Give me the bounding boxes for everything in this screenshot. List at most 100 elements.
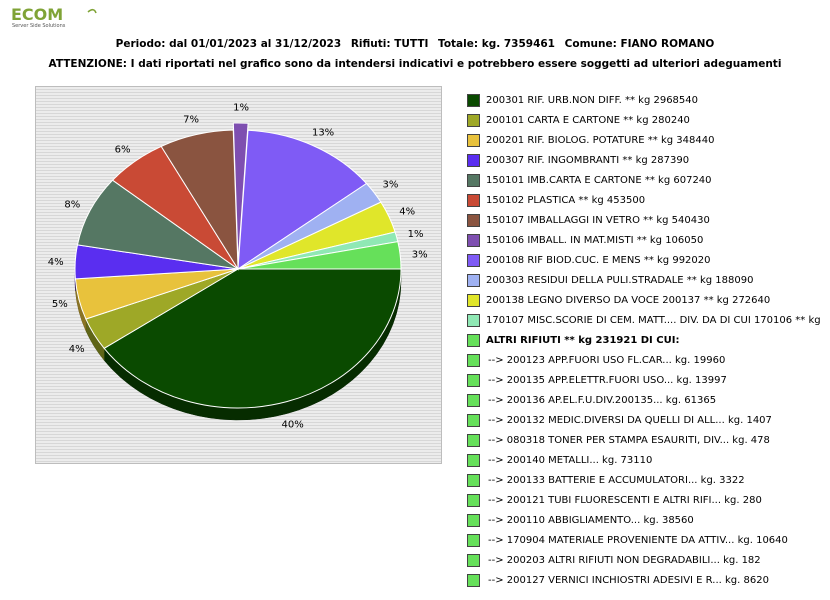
pie-label-2: 5% (52, 299, 68, 310)
legend-sub-item-5: --> 200140 METALLI... kg. 73110 (467, 450, 830, 470)
header-totale: Totale: kg. 7359461 (438, 38, 555, 50)
pie-label-11: 1% (408, 229, 424, 240)
legend-swatch (467, 193, 480, 207)
logo-name: ECOM (11, 6, 63, 24)
legend-item-9: 200303 RESIDUI DELLA PULI.STRADALE ** kg… (467, 270, 830, 290)
legend-sub-item-6: --> 200133 BATTERIE E ACCUMULATORI... kg… (467, 470, 830, 490)
legend-label: --> 200132 MEDIC.DIVERSI DA QUELLI DI AL… (488, 414, 772, 426)
legend-swatch (467, 553, 480, 567)
legend-label: 150101 IMB.CARTA E CARTONE ** kg 607240 (486, 174, 712, 186)
legend-swatch (467, 333, 480, 347)
legend-swatch (467, 313, 480, 327)
legend-label: --> 200121 TUBI FLUORESCENTI E ALTRI RIF… (488, 494, 762, 506)
legend-swatch (467, 393, 480, 407)
header-periodo: Periodo: dal 01/01/2023 al 31/12/2023 (115, 38, 342, 50)
legend-sub-item-7: --> 200121 TUBI FLUORESCENTI E ALTRI RIF… (467, 490, 830, 510)
header-attenzione: ATTENZIONE: I dati riportati nel grafico… (48, 58, 782, 70)
legend-label: 150106 IMBALL. IN MAT.MISTI ** kg 106050 (486, 234, 704, 246)
legend-swatch (467, 533, 480, 547)
legend-sub-item-3: --> 200132 MEDIC.DIVERSI DA QUELLI DI AL… (467, 410, 830, 430)
pie-label-9: 3% (383, 179, 399, 190)
legend-label: --> 200110 ABBIGLIAMENTO... kg. 38560 (488, 514, 694, 526)
legend-swatch (467, 513, 480, 527)
pie-slice-0 (103, 268, 402, 409)
ecom-logo: ECOM Server Side Solutions (11, 6, 97, 29)
legend-label: 200101 CARTA E CARTONE ** kg 280240 (486, 114, 690, 126)
legend-item-4: 150101 IMB.CARTA E CARTONE ** kg 607240 (467, 170, 830, 190)
legend-item-0: 200301 RIF. URB.NON DIFF. ** kg 2968540 (467, 90, 830, 110)
legend-swatch (467, 153, 480, 167)
pie-label-0: 40% (281, 420, 303, 431)
pie-label-6: 7% (183, 115, 199, 126)
legend-item-5: 150102 PLASTICA ** kg 453500 (467, 190, 830, 210)
legend-label: 200108 RIF BIOD.CUC. E MENS ** kg 992020 (486, 254, 711, 266)
legend-label: 200201 RIF. BIOLOG. POTATURE ** kg 34844… (486, 134, 715, 146)
legend-item-3: 200307 RIF. INGOMBRANTI ** kg 287390 (467, 150, 830, 170)
legend-label: --> 170904 MATERIALE PROVENIENTE DA ATTI… (488, 534, 788, 546)
legend-label: 200307 RIF. INGOMBRANTI ** kg 287390 (486, 154, 690, 166)
legend-item-11: 170107 MISC.SCORIE DI CEM. MATT.... DIV.… (467, 310, 830, 330)
legend-item-12: ALTRI RIFIUTI ** kg 231921 DI CUI: (467, 330, 830, 350)
logo-tagline: Server Side Solutions (12, 23, 66, 29)
legend-swatch (467, 93, 480, 107)
legend-swatch (467, 433, 480, 447)
pie-label-3: 4% (48, 257, 64, 268)
header-comune: Comune: FIANO ROMANO (564, 38, 715, 50)
pie-label-1: 4% (69, 344, 85, 355)
legend-swatch (467, 173, 480, 187)
legend-sub-item-9: --> 170904 MATERIALE PROVENIENTE DA ATTI… (467, 530, 830, 550)
legend-swatch (467, 133, 480, 147)
legend-label: 170107 MISC.SCORIE DI CEM. MATT.... DIV.… (486, 314, 821, 326)
legend-swatch (467, 233, 480, 247)
legend-label: --> 080318 TONER PER STAMPA ESAURITI, DI… (488, 434, 770, 446)
legend-label: --> 200136 AP.EL.F.U.DIV.200135... kg. 6… (488, 394, 717, 406)
legend-item-8: 200108 RIF BIOD.CUC. E MENS ** kg 992020 (467, 250, 830, 270)
pie-label-10: 4% (399, 206, 415, 217)
legend-swatch (467, 473, 480, 487)
legend-label: 200303 RESIDUI DELLA PULI.STRADALE ** kg… (486, 274, 754, 286)
legend-swatch (467, 213, 480, 227)
legend-swatch (467, 253, 480, 267)
pie-slice-7 (232, 122, 249, 263)
legend-swatch (467, 353, 480, 367)
legend-sub-item-10: --> 200203 ALTRI RIFIUTI NON DEGRADABILI… (467, 550, 830, 570)
pie-label-7: 1% (233, 102, 249, 113)
header-rifiuti: Rifiuti: TUTTI (350, 38, 429, 50)
legend-label: --> 200203 ALTRI RIFIUTI NON DEGRADABILI… (488, 554, 761, 566)
legend-label: --> 200135 APP.ELETTR.FUORI USO... kg. 1… (488, 374, 727, 386)
legend-label: 150107 IMBALLAGGI IN VETRO ** kg 540430 (486, 214, 710, 226)
legend-sub-item-1: --> 200135 APP.ELETTR.FUORI USO... kg. 1… (467, 370, 830, 390)
pie-slice-12 (237, 241, 402, 270)
pie-chart: 40% 4% 5% 4% 8% 6% 7% 1% 13% 3% 4% 1% 3% (48, 102, 428, 431)
legend-label: --> 200140 METALLI... kg. 73110 (488, 454, 653, 466)
legend-item-7: 150106 IMBALL. IN MAT.MISTI ** kg 106050 (467, 230, 830, 250)
legend-sub-item-4: --> 080318 TONER PER STAMPA ESAURITI, DI… (467, 430, 830, 450)
legend-label: 150102 PLASTICA ** kg 453500 (486, 194, 646, 206)
legend-item-1: 200101 CARTA E CARTONE ** kg 280240 (467, 110, 830, 130)
header-summary: Periodo: dal 01/01/2023 al 31/12/2023 Ri… (0, 38, 830, 50)
pie-label-5: 6% (115, 144, 131, 155)
legend-label: 200301 RIF. URB.NON DIFF. ** kg 2968540 (486, 94, 699, 106)
pie-slice-8 (237, 129, 368, 270)
legend-sub-item-8: --> 200110 ABBIGLIAMENTO... kg. 38560 (467, 510, 830, 530)
legend-item-10: 200138 LEGNO DIVERSO DA VOCE 200137 ** k… (467, 290, 830, 310)
legend-sub-item-2: --> 200136 AP.EL.F.U.DIV.200135... kg. 6… (467, 390, 830, 410)
legend-item-6: 150107 IMBALLAGGI IN VETRO ** kg 540430 (467, 210, 830, 230)
legend-swatch (467, 373, 480, 387)
legend-label: --> 200123 APP.FUORI USO FL.CAR... kg. 1… (488, 354, 726, 366)
pie-label-12: 3% (412, 250, 428, 261)
legend-item-2: 200201 RIF. BIOLOG. POTATURE ** kg 34844… (467, 130, 830, 150)
legend-label: 200138 LEGNO DIVERSO DA VOCE 200137 ** k… (486, 294, 771, 306)
legend-swatch (467, 493, 480, 507)
legend-swatch (467, 273, 480, 287)
legend-label: ALTRI RIFIUTI ** kg 231921 DI CUI: (486, 334, 680, 346)
pie-label-8: 13% (312, 127, 334, 138)
legend-swatch (467, 413, 480, 427)
legend-swatch (467, 293, 480, 307)
legend-swatch (467, 113, 480, 127)
pie-label-4: 8% (64, 200, 80, 211)
legend-swatch (467, 573, 480, 587)
legend-sub-item-0: --> 200123 APP.FUORI USO FL.CAR... kg. 1… (467, 350, 830, 370)
legend-sub-item-11: --> 200127 VERNICI INCHIOSTRI ADESIVI E … (467, 570, 830, 590)
legend-label: --> 200133 BATTERIE E ACCUMULATORI... kg… (488, 474, 745, 486)
